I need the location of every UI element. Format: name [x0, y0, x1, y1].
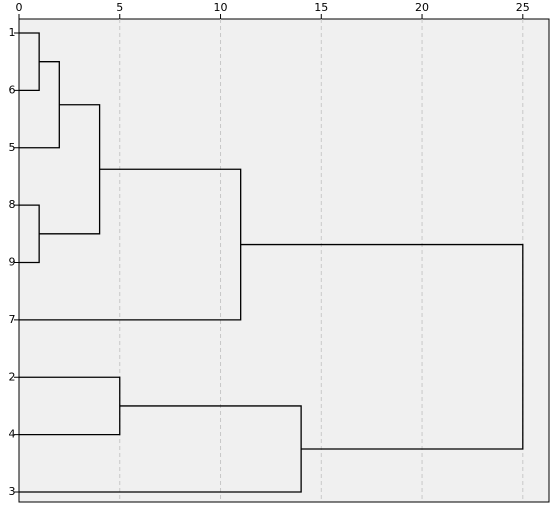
- dendrogram-link: [19, 405, 302, 493]
- x-tick-label: 25: [516, 1, 530, 14]
- x-tick-label: 20: [415, 1, 429, 14]
- x-tick-label: 0: [16, 1, 23, 14]
- leaf-label: 6: [9, 83, 16, 96]
- leaf-label: 4: [9, 428, 16, 441]
- dendrogram-link: [19, 376, 121, 436]
- leaf-label: 9: [9, 256, 16, 269]
- x-tick-label: 15: [314, 1, 328, 14]
- leaf-label: 3: [9, 485, 16, 498]
- leaf-label: 1: [9, 26, 16, 39]
- leaf-label: 7: [9, 313, 16, 326]
- leaf-label: 8: [9, 198, 16, 211]
- x-tick-label: 5: [116, 1, 123, 14]
- dendrogram-link: [240, 243, 524, 450]
- leaf-label: 5: [9, 141, 16, 154]
- x-tick-label: 10: [214, 1, 228, 14]
- plot-area: [18, 18, 550, 503]
- leaf-label: 2: [9, 370, 16, 383]
